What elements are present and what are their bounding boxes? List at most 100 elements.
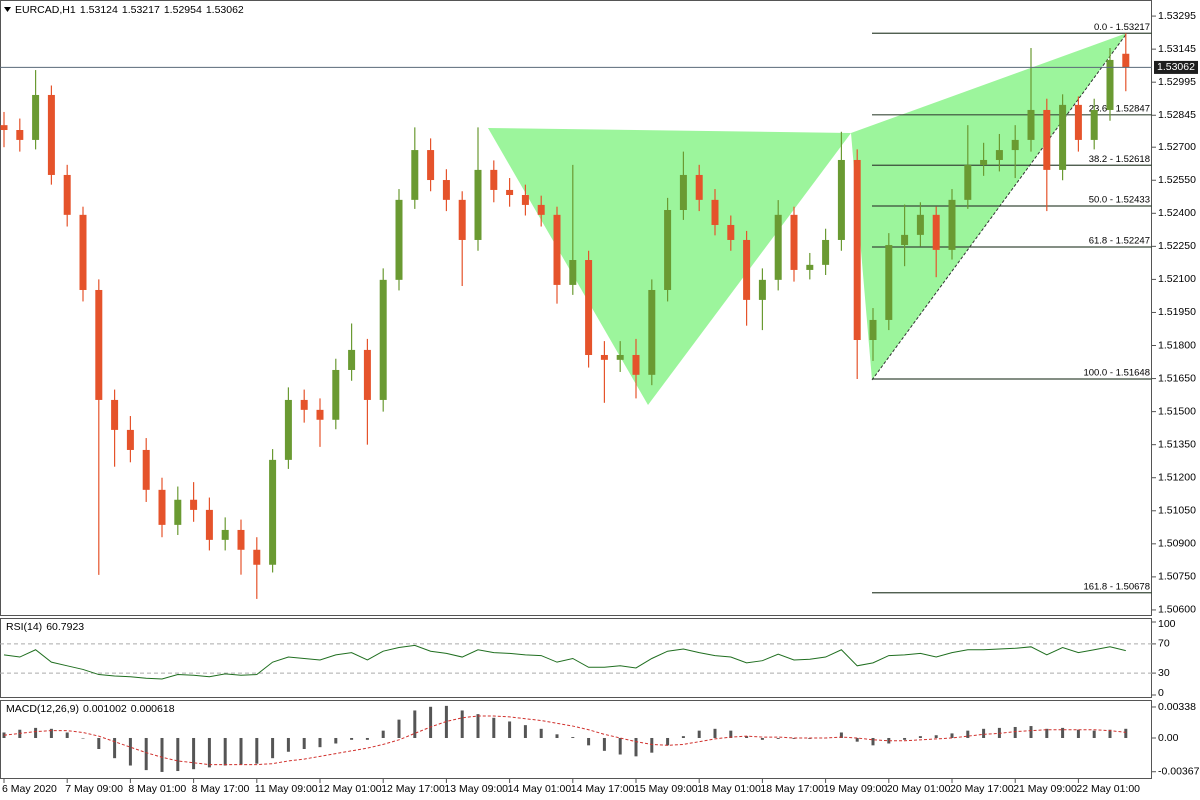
macd-bar <box>1092 730 1096 738</box>
main-panel-frame <box>0 0 1152 616</box>
candle-body <box>458 199 466 240</box>
y-tick-label: 1.51050 <box>1158 505 1196 517</box>
candle-body <box>1027 109 1035 140</box>
candle-body <box>837 159 845 240</box>
rsi-line <box>3 644 1126 680</box>
candle-body <box>1106 59 1114 110</box>
candle-body <box>743 239 751 300</box>
macd-bar <box>160 737 164 772</box>
y-tick-label: 1.52700 <box>1158 141 1196 153</box>
y-tick-label: 1.51650 <box>1158 372 1196 384</box>
candle-body <box>521 195 529 205</box>
y-tick-label: 0.00 <box>1158 732 1179 744</box>
macd-bar <box>918 736 922 738</box>
x-tick-label: 20 May 01:00 <box>887 783 951 795</box>
candle-body <box>1011 139 1019 151</box>
y-tick-label: 1.50600 <box>1158 604 1196 616</box>
x-tick-label: 20 May 17:00 <box>950 783 1014 795</box>
x-tick-label: 22 May 01:00 <box>1076 783 1140 795</box>
candle-body <box>995 150 1003 160</box>
macd-bar <box>697 730 701 738</box>
x-tick-label: 8 May 17:00 <box>192 783 250 795</box>
macd-bar <box>855 737 859 742</box>
macd-bar <box>571 737 575 738</box>
fibonacci-label: 61.8 - 1.52247 <box>1089 236 1150 247</box>
x-tick-label: 14 May 17:00 <box>571 783 635 795</box>
macd-bar <box>602 737 606 751</box>
macd-bar <box>286 737 290 752</box>
candle-body <box>980 159 988 166</box>
y-tick-label: 1.52400 <box>1158 207 1196 219</box>
y-tick-label: 30 <box>1158 667 1170 679</box>
y-tick-label: 1.50750 <box>1158 571 1196 583</box>
macd-bar <box>318 737 322 748</box>
candle-body <box>395 199 403 280</box>
macd-bar <box>207 737 211 768</box>
macd-bar <box>508 721 512 738</box>
macd-panel-frame <box>0 700 1152 779</box>
last-price-box <box>1154 60 1198 74</box>
candle-body <box>16 130 24 140</box>
macd-bar <box>903 737 907 740</box>
fibonacci-label: 23.6 - 1.52847 <box>1089 103 1150 114</box>
y-tick-label: 1.52250 <box>1158 240 1196 252</box>
fibonacci-label: 0.0 - 1.53217 <box>1094 22 1150 33</box>
macd-bar <box>887 737 891 744</box>
candle-body <box>284 399 292 460</box>
candle-body <box>316 409 324 420</box>
candle-body <box>126 429 134 450</box>
rsi-panel-frame <box>0 618 1152 698</box>
candle-body <box>363 349 371 400</box>
fibonacci-label: 50.0 - 1.52433 <box>1089 195 1150 206</box>
macd-bar <box>397 719 401 738</box>
candle-body <box>585 260 593 355</box>
candle-body <box>63 174 71 215</box>
y-tick-label: 1.51950 <box>1158 306 1196 318</box>
candle-body <box>806 264 814 270</box>
y-tick-label: 1.52100 <box>1158 273 1196 285</box>
macd-bar <box>1076 729 1080 738</box>
x-tick-label: 14 May 01:00 <box>508 783 572 795</box>
candle-body <box>632 354 640 375</box>
macd-header: MACD(12,26,9) 0.001002 0.000618 <box>6 703 175 715</box>
y-tick-label: 1.51800 <box>1158 339 1196 351</box>
frames <box>0 0 1152 779</box>
rsi-name: RSI(14) <box>6 621 42 633</box>
y-tick-label: 1.51500 <box>1158 405 1196 417</box>
macd-name: MACD(12,26,9) <box>6 703 79 715</box>
candle-body <box>1122 53 1130 68</box>
rsi-header: RSI(14) 60.7923 <box>6 621 84 633</box>
x-tick-label: 19 May 09:00 <box>824 783 888 795</box>
macd-bar <box>1124 728 1128 738</box>
macd-bar <box>302 737 306 750</box>
candle-body <box>32 94 40 140</box>
x-tick-label: 7 May 09:00 <box>65 783 123 795</box>
x-tick-label: 18 May 01:00 <box>697 783 761 795</box>
open-value: 1.53124 <box>80 4 118 16</box>
candle-body <box>442 180 450 200</box>
candle-body <box>300 399 308 410</box>
candle-body <box>47 94 55 175</box>
candle-body <box>490 169 498 190</box>
macd-bar <box>1029 726 1033 738</box>
candle-body <box>711 199 719 225</box>
macd-bar <box>492 717 496 738</box>
macd-bar <box>81 737 85 739</box>
candle-body <box>948 199 956 250</box>
y-tick-label: 0.00338 <box>1158 701 1196 713</box>
x-tick-label: 6 May 2020 <box>2 783 57 795</box>
macd-bar <box>271 737 275 759</box>
candle-body <box>695 174 703 200</box>
macd-bar <box>760 737 764 740</box>
menu-arrow[interactable] <box>4 7 11 12</box>
candle-body <box>190 499 198 510</box>
x-tick-label: 15 May 09:00 <box>634 783 698 795</box>
macd-bar <box>460 710 464 738</box>
macd-bar <box>350 737 354 740</box>
chart-header: EURCAD,H1 1.53124 1.53217 1.52954 1.53062 <box>15 4 244 16</box>
candle-body <box>474 169 482 240</box>
candle-body <box>205 509 213 540</box>
x-tick-label: 12 May 17:00 <box>381 783 445 795</box>
x-tick-label: 13 May 09:00 <box>444 783 508 795</box>
macd-bar <box>476 714 480 738</box>
